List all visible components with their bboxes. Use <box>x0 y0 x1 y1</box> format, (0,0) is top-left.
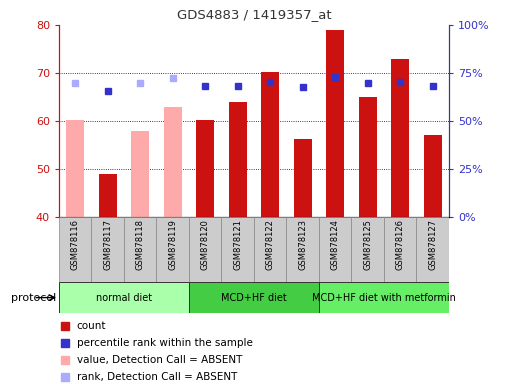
Bar <box>319 282 449 313</box>
Bar <box>351 217 384 282</box>
Bar <box>156 217 189 282</box>
Text: GSM878119: GSM878119 <box>168 219 177 270</box>
Text: MCD+HF diet with metformin: MCD+HF diet with metformin <box>312 293 456 303</box>
Text: GSM878121: GSM878121 <box>233 219 242 270</box>
Text: normal diet: normal diet <box>96 293 152 303</box>
Text: value, Detection Call = ABSENT: value, Detection Call = ABSENT <box>76 355 242 365</box>
Text: protocol: protocol <box>11 293 56 303</box>
Bar <box>261 72 279 217</box>
Bar <box>124 217 156 282</box>
Bar <box>294 139 311 217</box>
Text: GSM878120: GSM878120 <box>201 219 210 270</box>
Bar <box>189 282 319 313</box>
Text: GSM878126: GSM878126 <box>396 219 405 270</box>
Bar <box>319 217 351 282</box>
Text: GSM878116: GSM878116 <box>71 219 80 270</box>
Bar <box>66 120 84 217</box>
Bar <box>254 217 286 282</box>
Bar <box>417 217 449 282</box>
Bar <box>99 174 116 217</box>
Text: GSM878123: GSM878123 <box>298 219 307 270</box>
Bar <box>326 30 344 217</box>
Text: GSM878118: GSM878118 <box>136 219 145 270</box>
Bar <box>391 58 409 217</box>
Text: GDS4883 / 1419357_at: GDS4883 / 1419357_at <box>176 8 331 21</box>
Bar <box>131 131 149 217</box>
Bar <box>384 217 417 282</box>
Text: GSM878127: GSM878127 <box>428 219 437 270</box>
Text: rank, Detection Call = ABSENT: rank, Detection Call = ABSENT <box>76 372 237 382</box>
Text: GSM878117: GSM878117 <box>103 219 112 270</box>
Text: GSM878122: GSM878122 <box>266 219 274 270</box>
Text: count: count <box>76 321 106 331</box>
Bar <box>189 217 222 282</box>
Bar <box>164 107 182 217</box>
Bar <box>222 217 254 282</box>
Bar <box>359 97 377 217</box>
Bar <box>424 136 442 217</box>
Bar <box>91 217 124 282</box>
Text: MCD+HF diet: MCD+HF diet <box>221 293 287 303</box>
Bar <box>59 217 91 282</box>
Text: GSM878125: GSM878125 <box>363 219 372 270</box>
Bar <box>59 282 189 313</box>
Text: percentile rank within the sample: percentile rank within the sample <box>76 338 252 348</box>
Bar <box>286 217 319 282</box>
Text: GSM878124: GSM878124 <box>331 219 340 270</box>
Bar <box>196 120 214 217</box>
Bar <box>229 102 247 217</box>
